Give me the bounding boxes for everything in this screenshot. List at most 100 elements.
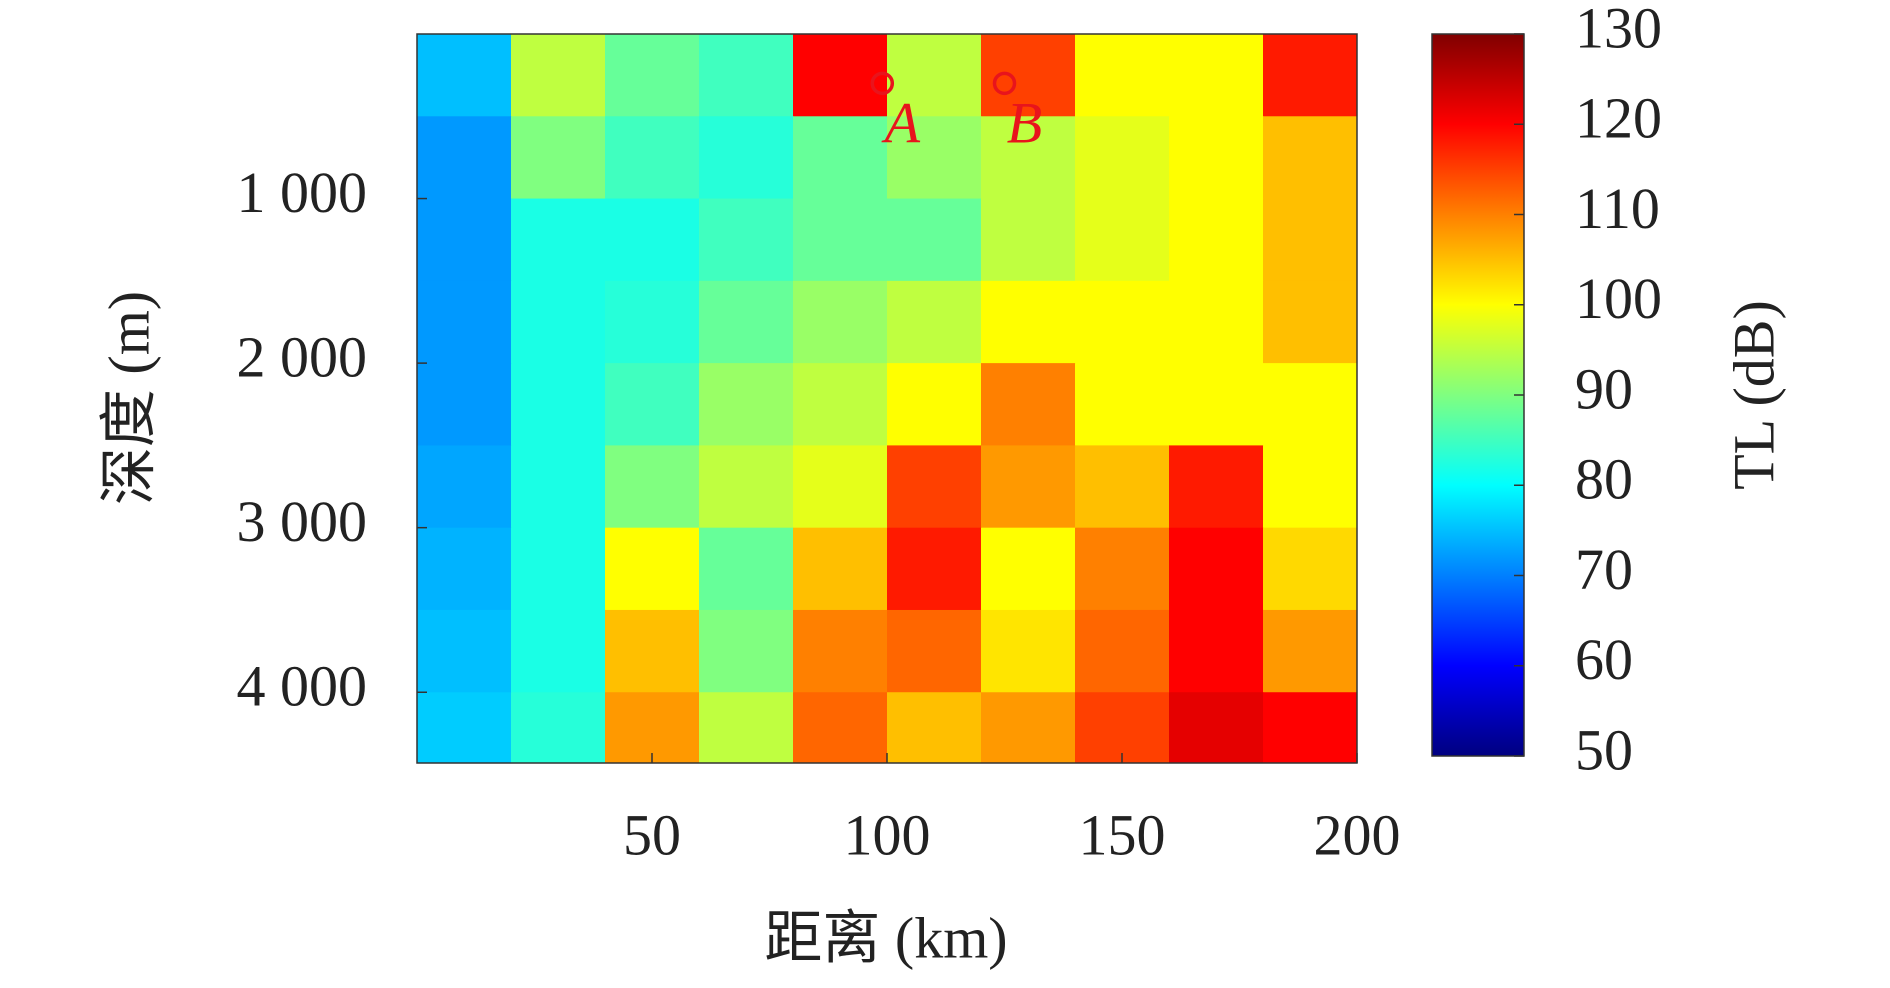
heat-cell: [887, 363, 982, 446]
heat-cell: [605, 116, 700, 200]
heat-cell: [699, 34, 794, 117]
heat-cell: [1263, 198, 1358, 282]
heat-cell: [1169, 34, 1264, 117]
heat-cell: [981, 527, 1076, 611]
heat-cell: [1169, 445, 1264, 529]
heat-cell: [887, 116, 982, 200]
colorbar-label: TL (dB): [1721, 300, 1786, 490]
heat-cell: [981, 280, 1076, 364]
heat-cell: [1075, 116, 1170, 200]
heat-cell: [417, 527, 512, 611]
heat-cell: [605, 445, 700, 529]
heat-cell: [605, 198, 700, 282]
heat-cell: [1075, 527, 1170, 611]
heat-cell: [605, 692, 700, 764]
heat-cell: [1075, 34, 1170, 117]
heat-cell: [981, 363, 1076, 446]
y-axis-label: 深度 (m): [96, 291, 161, 505]
heat-cell: [417, 609, 512, 693]
heat-cell: [981, 609, 1076, 693]
heat-cell: [699, 363, 794, 446]
heat-cell: [699, 692, 794, 764]
heat-cell: [887, 692, 982, 764]
x-tick-label: 150: [1079, 802, 1166, 867]
heat-cell: [1263, 527, 1358, 611]
y-tick-label: 2 000: [237, 324, 368, 389]
heat-cell: [1169, 116, 1264, 200]
y-tick-label: 1 000: [237, 160, 368, 225]
heat-cell: [699, 609, 794, 693]
heat-cell: [981, 445, 1076, 529]
heat-cell: [1075, 280, 1170, 364]
heat-cell: [1263, 34, 1358, 117]
heat-cell: [511, 363, 606, 446]
heat-cell: [511, 692, 606, 764]
colorbar-tick-label: 50: [1575, 717, 1633, 782]
heat-cell: [1169, 280, 1264, 364]
heat-cell: [511, 198, 606, 282]
heat-cell: [605, 609, 700, 693]
heat-cell: [511, 34, 606, 117]
heat-cell: [699, 527, 794, 611]
x-axis-label: 距离 (km): [764, 905, 1007, 970]
y-tick-label: 3 000: [237, 489, 368, 554]
heat-cell: [699, 445, 794, 529]
heat-cell: [1263, 692, 1358, 764]
heat-cell: [1263, 116, 1358, 200]
heat-cell: [981, 692, 1076, 764]
heat-cell: [417, 363, 512, 446]
heat-cell: [1075, 198, 1170, 282]
heat-cell: [981, 116, 1076, 200]
heat-cell: [887, 445, 982, 529]
heat-cell: [417, 692, 512, 764]
heat-cell: [793, 609, 888, 693]
heat-cell: [605, 363, 700, 446]
colorbar-tick-label: 90: [1575, 356, 1633, 421]
heat-cell: [1169, 363, 1264, 446]
heat-cell: [417, 445, 512, 529]
heat-cell: [699, 198, 794, 282]
heat-cell: [511, 609, 606, 693]
heat-cell: [417, 116, 512, 200]
x-tick-label: 100: [844, 802, 931, 867]
heat-cell: [793, 116, 888, 200]
colorbar-tick-label: 110: [1575, 176, 1660, 241]
heat-cell: [793, 363, 888, 446]
colorbar: [1431, 33, 1525, 757]
heat-cell: [1075, 445, 1170, 529]
colorbar-tick-label: 80: [1575, 447, 1633, 512]
heat-cell: [417, 280, 512, 364]
annotation-marker: [870, 71, 895, 96]
heat-cell: [1263, 280, 1358, 364]
heat-cell: [793, 34, 888, 117]
colorbar-tick-label: 120: [1575, 86, 1662, 151]
x-tick-label: 200: [1314, 802, 1401, 867]
annotation-marker: [992, 71, 1017, 96]
annotation-label: A: [881, 91, 921, 156]
heat-cell: [1263, 445, 1358, 529]
colorbar-tick-label: 130: [1575, 0, 1662, 60]
heat-cell: [511, 527, 606, 611]
heat-cell: [1075, 363, 1170, 446]
heat-cell: [1169, 692, 1264, 764]
heat-cell: [1169, 609, 1264, 693]
heat-cell: [511, 280, 606, 364]
y-tick-label: 4 000: [237, 654, 368, 719]
heat-cell: [511, 445, 606, 529]
heat-cell: [1263, 363, 1358, 446]
heat-cell: [887, 609, 982, 693]
heat-cell: [1169, 527, 1264, 611]
heat-cell: [605, 527, 700, 611]
colorbar-tick-label: 70: [1575, 537, 1633, 602]
colorbar-tick-label: 60: [1575, 627, 1633, 692]
heat-cell: [793, 692, 888, 764]
heat-cell: [605, 34, 700, 117]
heat-cell: [793, 527, 888, 611]
heat-cell: [887, 280, 982, 364]
heat-cell: [981, 198, 1076, 282]
heat-cell: [699, 116, 794, 200]
colorbar-tick-label: 100: [1575, 266, 1662, 331]
heat-cell: [1075, 609, 1170, 693]
annotation-label: B: [1007, 91, 1042, 156]
